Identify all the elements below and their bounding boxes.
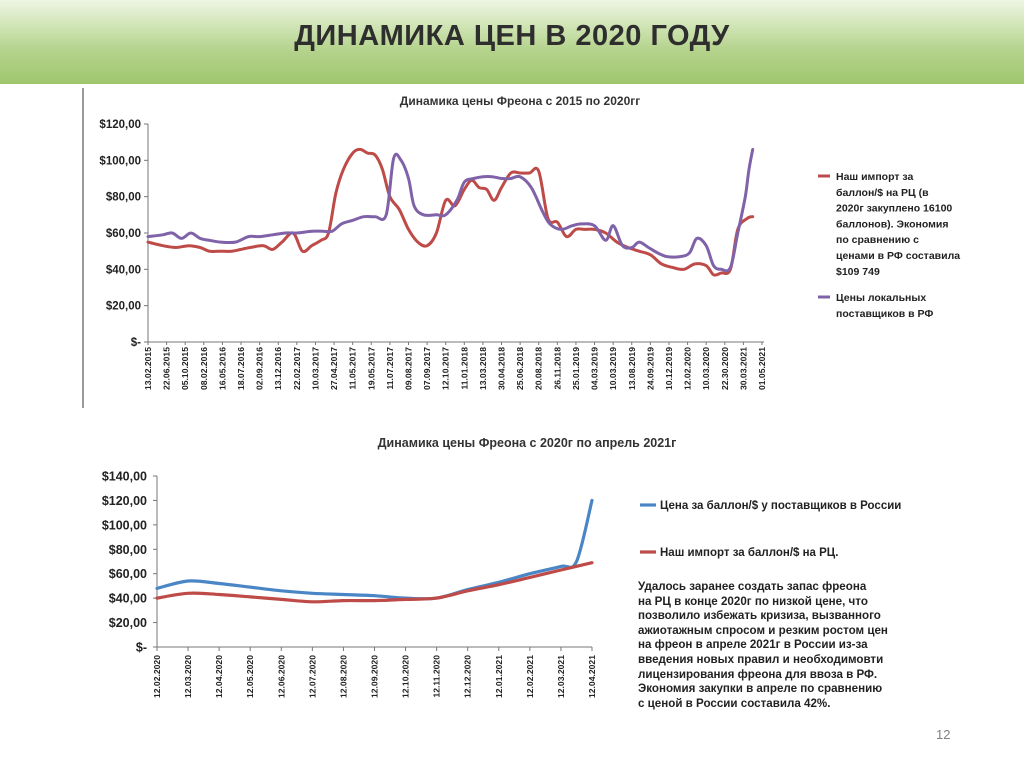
x-tick-label: 10.12.2019 [664, 347, 674, 390]
x-tick-label: 10.03.2017 [310, 347, 320, 390]
page-number: 12 [936, 727, 951, 742]
x-tick-label: 12.03.2020 [183, 655, 193, 698]
x-tick-label: 07.09.2017 [422, 347, 432, 390]
x-tick-label: 12.07.2020 [307, 655, 317, 698]
savings-note: Удалось заранее создать запас фреона на … [638, 580, 968, 711]
note-line: лицензирования фреона для ввоза в РФ. [638, 667, 878, 681]
y-tick-label: $100,00 [102, 518, 147, 532]
x-tick-label: 25.01.2019 [571, 347, 581, 390]
x-tick-label: 05.10.2015 [180, 347, 190, 390]
x-tick-label: 30.04.2018 [497, 347, 507, 390]
x-tick-label: 30.03.2021 [738, 347, 748, 390]
legend-label: по сравнению с [836, 234, 919, 246]
note-line: Экономия закупки в апреле по сравнению [638, 682, 883, 696]
legend-label: ценами в РФ составила [836, 250, 960, 262]
legend-label: 2020г закуплено 16100 [836, 203, 952, 215]
y-tick-label: $40,00 [109, 592, 147, 606]
chart-title: Динамика цены Фреона с 2015 по 2020гг [400, 94, 640, 108]
legend-label: Наш импорт за [836, 171, 913, 183]
x-tick-label: 12.02.2021 [525, 655, 535, 698]
x-tick-label: 25.06.2018 [515, 347, 525, 390]
y-tick-label: $120,00 [102, 494, 147, 508]
x-tick-label: 01.05.2021 [757, 347, 767, 390]
x-tick-label: 12.06.2020 [276, 655, 286, 698]
y-tick-label: $60,00 [106, 228, 141, 240]
chart-title: Динамика цены Фреона с 2020г по апрель 2… [378, 436, 677, 450]
x-tick-label: 12.03.2021 [556, 655, 566, 698]
x-tick-label: 11.07.2017 [385, 347, 395, 390]
x-tick-label: 12.02.2020 [152, 655, 162, 698]
x-tick-label: 12.02.2020 [683, 347, 693, 390]
x-tick-label: 10.03.2020 [701, 347, 711, 390]
legend-label: Наш импорт за баллон/$ на РЦ. [660, 547, 838, 559]
series-line-local [146, 147, 755, 273]
x-tick-label: 12.05.2020 [245, 655, 255, 698]
y-tick-label: $- [136, 641, 147, 655]
x-tick-label: 22.02.2017 [292, 347, 302, 390]
x-tick-label: 04.03.2019 [590, 347, 600, 390]
note-line: ажиотажным спросом и резким ростом цен [638, 623, 888, 637]
slide-header: ДИНАМИКА ЦЕН В 2020 ГОДУ [0, 0, 1024, 84]
x-tick-label: 24.09.2019 [645, 347, 655, 390]
y-tick-label: $60,00 [109, 567, 147, 581]
legend-label: $109 749 [836, 266, 880, 278]
x-tick-label: 26.11.2018 [552, 347, 562, 390]
x-tick-label: 19.05.2017 [366, 347, 376, 390]
page-title: ДИНАМИКА ЦЕН В 2020 ГОДУ [294, 20, 730, 52]
legend-label: баллонов). Экономия [836, 218, 948, 230]
y-tick-label: $80,00 [106, 192, 141, 204]
x-tick-label: 11.05.2017 [348, 347, 358, 390]
legend-label: поставщиков в РФ [836, 308, 933, 320]
x-tick-label: 27.04.2017 [329, 347, 339, 390]
x-tick-label: 12.04.2020 [214, 655, 224, 698]
note-line: Удалось заранее создать запас фреона [638, 580, 867, 593]
x-tick-label: 02.09.2016 [255, 347, 265, 390]
x-tick-label: 12.09.2020 [370, 655, 380, 698]
x-tick-label: 08.02.2016 [199, 347, 209, 390]
note-line: позволило избежать кризиза, вызванного [638, 609, 881, 623]
x-tick-label: 18.07.2016 [236, 347, 246, 390]
legend-label: Цены локальных [836, 292, 926, 304]
note-line: с ценой в России составила 42%. [638, 696, 831, 710]
legend-label: баллон/$ на РЦ (в [836, 187, 929, 199]
x-tick-label: 10.03.2019 [608, 347, 618, 390]
y-tick-label: $100,00 [99, 155, 141, 167]
x-tick-label: 22.30.2020 [720, 347, 730, 390]
x-tick-label: 13.08.2019 [627, 347, 637, 390]
x-tick-label: 09.08.2017 [403, 347, 413, 390]
x-tick-label: 13.12.2016 [273, 347, 283, 390]
x-tick-label: 12.10.2020 [401, 655, 411, 698]
series-line-import [155, 561, 594, 604]
x-tick-label: 20.08.2018 [534, 347, 544, 390]
x-tick-label: 12.01.2021 [494, 655, 504, 698]
note-line: введения новых правил и необходимовти [638, 652, 884, 666]
x-tick-label: 13.02.2015 [143, 347, 153, 390]
y-tick-label: $140,00 [102, 470, 147, 484]
y-tick-label: $- [131, 337, 141, 349]
y-tick-label: $120,00 [99, 119, 141, 131]
y-tick-label: $20,00 [109, 616, 147, 630]
x-tick-label: 13.03.2018 [478, 347, 488, 390]
x-tick-label: 12.08.2020 [338, 655, 348, 698]
note-line: на фреон в апреле 2021г в России из-за [638, 638, 868, 652]
legend-label: Цена за баллон/$ у поставщиков в России [660, 500, 901, 512]
chart-frame-line [82, 88, 84, 408]
y-tick-label: $80,00 [109, 543, 147, 557]
x-tick-label: 12.11.2020 [432, 655, 442, 698]
series-line-suppliers [155, 498, 594, 601]
x-tick-label: 12.10.2017 [441, 347, 451, 390]
x-tick-label: 16.05.2016 [217, 347, 227, 390]
y-tick-label: $40,00 [106, 264, 141, 276]
x-tick-label: 12.04.2021 [587, 655, 597, 698]
note-line: на РЦ в конце 2020г по низкой цене, что [638, 594, 868, 608]
x-tick-label: 11.01.2018 [459, 347, 469, 390]
x-tick-label: 12.12.2020 [463, 655, 473, 698]
x-tick-label: 22.06.2015 [162, 347, 172, 390]
y-tick-label: $20,00 [106, 301, 141, 313]
